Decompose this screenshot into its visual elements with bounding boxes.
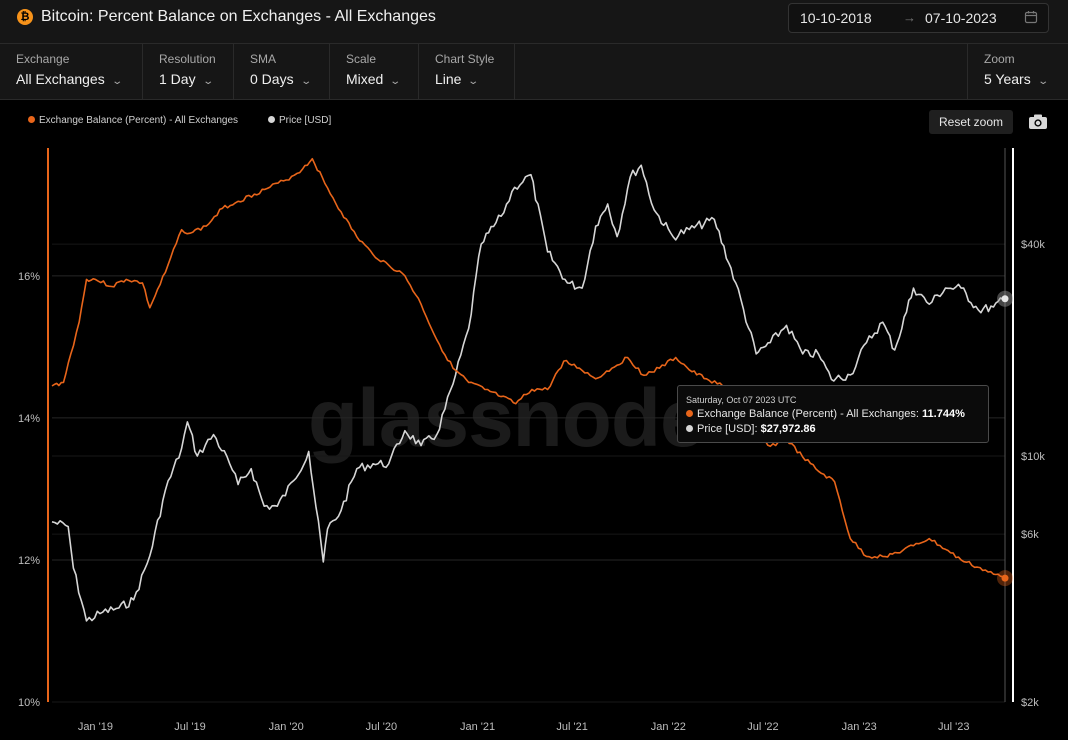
chevron-down-icon: ⌄ (111, 76, 123, 87)
sma-dropdown[interactable]: SMA 0 Days ⌄ (234, 44, 330, 100)
chevron-down-icon: ⌄ (389, 76, 402, 87)
sma-value[interactable]: 0 Days ⌄ (250, 71, 312, 87)
chevron-down-icon: ⌄ (1037, 76, 1049, 87)
tooltip-date: Saturday, Oct 07 2023 UTC (686, 395, 797, 405)
watermark: glassnode (308, 373, 706, 464)
x-tick-label: Jan '21 (460, 721, 495, 733)
camera-icon[interactable] (1027, 112, 1049, 132)
x-tick-label: Jan '20 (269, 721, 304, 733)
scale-dropdown[interactable]: Scale Mixed ⌄ (330, 44, 419, 100)
x-tick-label: Jan '23 (842, 721, 877, 733)
y-right-tick-label: $6k (1021, 529, 1039, 541)
reset-zoom-button[interactable]: Reset zoom (929, 110, 1013, 134)
y-left-tick-label: 14% (18, 413, 40, 425)
exchange-dropdown[interactable]: Exchange All Exchanges ⌄ (0, 44, 143, 100)
zoom-label: Zoom (984, 52, 1015, 66)
x-tick-label: Jul '22 (747, 721, 778, 733)
scale-label: Scale (346, 52, 377, 66)
chart-style-value[interactable]: Line ⌄ (435, 71, 480, 87)
tooltip-dot-balance (686, 410, 693, 417)
y-left-tick-label: 16% (18, 271, 40, 283)
x-tick-label: Jul '20 (366, 721, 397, 733)
zoom-value[interactable]: 5 Years ⌄ (984, 71, 1049, 87)
legend-dot-price (268, 116, 275, 123)
chart-style-dropdown[interactable]: Chart Style Line ⌄ (419, 44, 515, 100)
resolution-value[interactable]: 1 Day ⌄ (159, 71, 214, 87)
y-left-tick-label: 10% (18, 697, 40, 709)
chevron-down-icon: ⌄ (467, 76, 480, 87)
chevron-down-icon: ⌄ (299, 76, 312, 87)
scale-value[interactable]: Mixed ⌄ (346, 71, 402, 87)
y-right-tick-label: $40k (1021, 239, 1045, 251)
bitcoin-icon: ₿ (17, 9, 33, 25)
header-bar: ₿ Bitcoin: Percent Balance on Exchanges … (0, 0, 1068, 44)
exchange-value[interactable]: All Exchanges ⌄ (16, 71, 123, 87)
series-line-balance (51, 157, 1006, 579)
page-title: Bitcoin: Percent Balance on Exchanges - … (41, 8, 436, 25)
sma-label: SMA (250, 52, 277, 66)
tooltip-row-balance: Exchange Balance (Percent) - All Exchang… (686, 408, 965, 420)
legend-item-balance[interactable]: Exchange Balance (Percent) - All Exchang… (28, 115, 238, 126)
arrow-right-icon: → (903, 10, 916, 25)
y-left-tick-label: 12% (18, 555, 40, 567)
y-right-tick-label: $2k (1021, 697, 1039, 709)
x-tick-label: Jan '19 (78, 721, 113, 733)
hover-point-price (1001, 295, 1009, 303)
tooltip-dot-price (686, 425, 693, 432)
x-tick-label: Jul '23 (938, 721, 969, 733)
calendar-icon[interactable] (1024, 10, 1038, 24)
chart-tooltip: Saturday, Oct 07 2023 UTC Exchange Balan… (677, 385, 989, 443)
resolution-dropdown[interactable]: Resolution 1 Day ⌄ (143, 44, 234, 100)
zoom-dropdown[interactable]: Zoom 5 Years ⌄ (967, 44, 1068, 100)
tooltip-row-price: Price [USD]: $27,972.86 (686, 423, 816, 435)
date-to-input[interactable]: 07-10-2023 (925, 10, 997, 26)
legend-item-price[interactable]: Price [USD] (268, 115, 331, 126)
legend-dot-balance (28, 116, 35, 123)
controls-bar: Exchange All Exchanges ⌄ Resolution 1 Day… (0, 44, 1068, 100)
chart-style-label: Chart Style (435, 52, 495, 66)
x-tick-label: Jan '22 (651, 721, 686, 733)
date-from-input[interactable]: 10-10-2018 (800, 10, 872, 26)
x-tick-label: Jul '19 (174, 721, 205, 733)
series-line-price (51, 164, 1006, 622)
resolution-label: Resolution (159, 52, 216, 66)
chevron-down-icon: ⌄ (201, 76, 214, 87)
x-tick-label: Jul '21 (556, 721, 587, 733)
exchange-label: Exchange (16, 52, 70, 66)
hover-point-balance (1001, 574, 1009, 582)
date-range-picker[interactable]: 10-10-2018 → 07-10-2023 (788, 3, 1049, 33)
y-right-tick-label: $10k (1021, 451, 1045, 463)
